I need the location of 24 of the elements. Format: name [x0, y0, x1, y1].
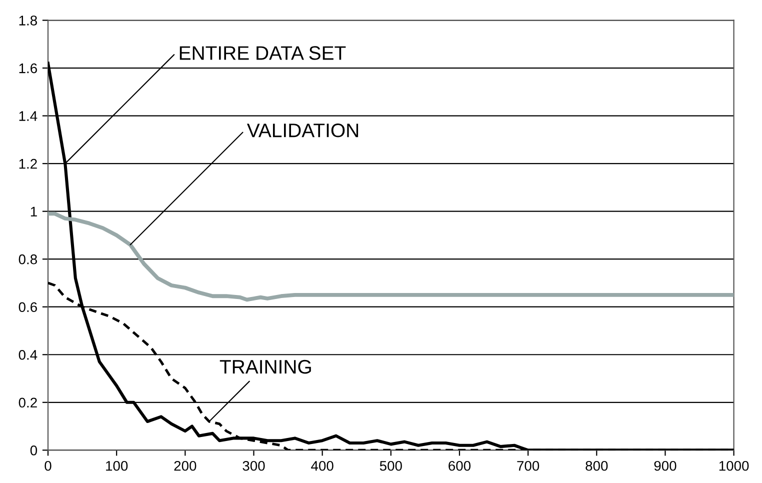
x-tick-label: 600	[448, 460, 471, 471]
x-tick-label: 100	[106, 460, 128, 471]
y-tick-label: 0	[30, 445, 38, 456]
text: VALIDATION	[246, 124, 358, 138]
x-tick-label: 900	[654, 460, 676, 471]
x-tick-label: 400	[311, 460, 334, 471]
x-tick-label: 1000	[719, 460, 749, 471]
y-tick-label: 0.2	[18, 398, 37, 408]
y-tick-label: 1.8	[19, 16, 37, 26]
y-tick-label: 1.4	[19, 111, 38, 121]
series-label: TRAINING	[220, 360, 311, 374]
y-tick-label: 0.6	[18, 302, 37, 312]
y-tick-label: 0.4	[18, 350, 38, 360]
x-tick-label: 800	[586, 460, 608, 471]
x-tick-label: 0	[44, 460, 52, 471]
x-tick-label: 500	[380, 460, 402, 471]
x-tick-label: 200	[174, 460, 196, 471]
text: ENTIRE DATA SET	[180, 46, 346, 60]
y-tick-label: 1.2	[19, 158, 37, 169]
y-tick-label: 1	[30, 206, 37, 216]
y-tick-label: 0.8	[18, 254, 37, 264]
x-tick-label: 700	[517, 460, 540, 471]
x-tick-label: 300	[242, 460, 265, 471]
y-tick-label: 1.6	[19, 63, 37, 74]
